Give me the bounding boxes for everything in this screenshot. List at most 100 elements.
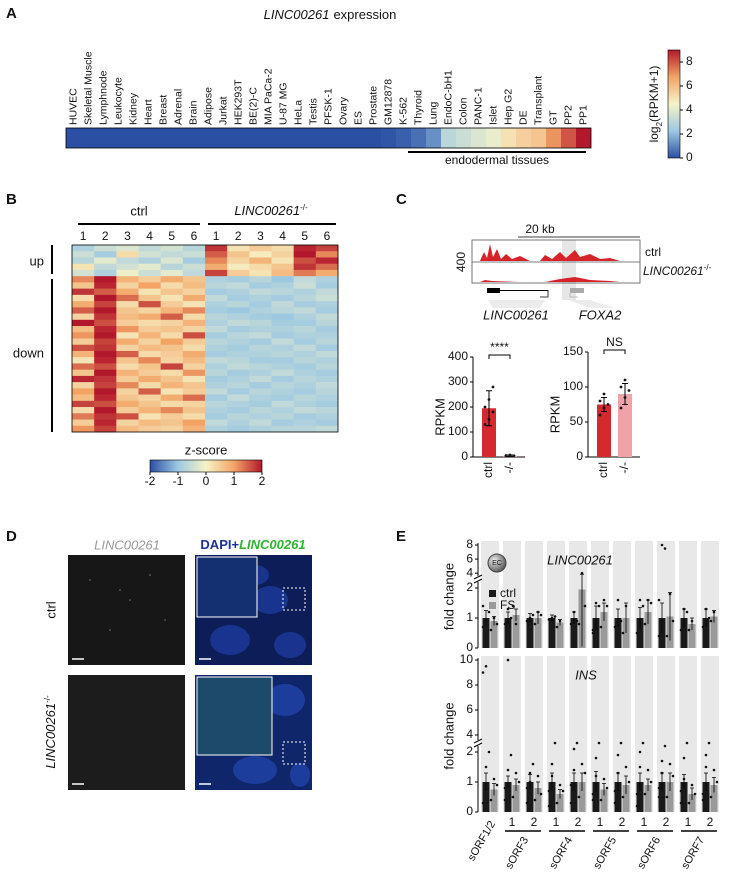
heatmap-cell (138, 425, 161, 433)
heatmap-cell (116, 251, 139, 258)
heatmap-cell (249, 400, 272, 408)
bar (512, 615, 520, 648)
data-point (619, 619, 623, 623)
data-point (665, 634, 669, 638)
column-title-part: DAPI+ (200, 537, 239, 552)
heatmap-cell (138, 350, 161, 358)
data-point (616, 771, 620, 775)
data-point (487, 750, 491, 754)
heatmap-cell (205, 363, 228, 370)
heatmap-cell (138, 394, 161, 402)
heatmap-cell (182, 388, 206, 395)
data-point (558, 619, 562, 623)
heatmap-cell (116, 425, 139, 433)
data-point (489, 798, 493, 802)
heatmap-cell (94, 245, 117, 252)
heatmap-cell (182, 313, 206, 321)
x-tick-label: -/- (617, 462, 631, 473)
column-label: 3 (257, 229, 264, 243)
data-point (712, 768, 716, 772)
heatmap-cell (271, 276, 294, 283)
heatmap-cell (205, 344, 228, 352)
bar (618, 394, 632, 457)
zoom-shade (568, 300, 615, 308)
significance-bracket (488, 354, 511, 359)
bar (666, 782, 674, 812)
data-point (690, 619, 694, 623)
heatmap-cell (94, 326, 117, 333)
y-tick-label: 200 (448, 399, 468, 413)
pair-background (679, 656, 697, 812)
heatmap-cell (271, 363, 294, 370)
significance-label: **** (490, 340, 509, 354)
heatmap-cell (94, 257, 117, 264)
heatmap-cell (126, 128, 141, 148)
genome-track (471, 236, 641, 308)
heatmap-cell (116, 301, 139, 308)
heatmap-cell (72, 350, 95, 358)
heatmap-cell (336, 128, 351, 148)
heatmap-cell (160, 269, 184, 277)
data-point (660, 759, 664, 763)
heatmap-cell (205, 301, 228, 308)
y-tick-label: 2 (466, 744, 473, 758)
heatmap-cell (205, 357, 228, 364)
heatmap-cell (227, 425, 250, 433)
heatmap-cell (138, 263, 161, 271)
heatmap-cell (315, 382, 339, 389)
bar (597, 404, 611, 457)
heatmap-cell (138, 375, 161, 383)
data-point (712, 610, 716, 614)
heatmap-cell (456, 128, 471, 148)
heatmap-cell (315, 251, 339, 258)
category-label: PP1 (577, 105, 589, 125)
heatmap-cell (182, 407, 206, 414)
heatmap-cell (315, 400, 339, 408)
tss-arrow (569, 293, 578, 298)
heatmap-cell (116, 407, 139, 414)
data-point (597, 741, 601, 745)
data-point (635, 631, 639, 635)
heatmap-cell (246, 128, 261, 148)
column-title-part: LINC00261 (239, 537, 305, 552)
category-label: Hep G2 (502, 89, 514, 125)
heatmap-cell (227, 313, 250, 321)
data-point (547, 789, 551, 793)
heatmap-cell (205, 338, 228, 346)
heatmap-cell (293, 425, 317, 433)
data-point (506, 658, 510, 662)
exon (570, 288, 584, 293)
heatmap-cell (94, 382, 117, 389)
data-point (503, 798, 507, 802)
heatmap-cell (351, 128, 366, 148)
heatmap-cell (231, 128, 246, 148)
guide-label: 2 (575, 815, 582, 829)
heatmap-cell (116, 282, 139, 289)
error-bar (682, 774, 686, 790)
heatmap-cell (249, 394, 272, 402)
category-label: U-87 MG (277, 82, 289, 125)
heatmap-cell (216, 128, 231, 148)
data-point (553, 615, 557, 618)
heatmap-cell (227, 257, 250, 264)
heatmap-cell (116, 357, 139, 364)
heatmap-cell (205, 388, 228, 395)
heatmap-cell (72, 388, 95, 395)
heatmap-cell (315, 375, 339, 383)
track-label-part: LINC00261 (643, 264, 704, 278)
heatmap-cell (315, 245, 339, 252)
heatmap-cell (116, 288, 139, 296)
category-label: Thyroid (412, 90, 424, 125)
heatmap-cell (94, 375, 117, 383)
heatmap-cell (182, 350, 206, 358)
bar (556, 794, 564, 812)
heatmap-cell (531, 128, 546, 148)
heatmap-cell (182, 326, 206, 333)
group-label: sORF6 (635, 835, 663, 871)
heatmap-cell (315, 332, 339, 339)
error-bar (624, 775, 628, 794)
micrographs (68, 555, 312, 790)
error-bar (668, 772, 672, 791)
panel-label: E (396, 528, 406, 545)
column-label: 1 (213, 229, 220, 243)
